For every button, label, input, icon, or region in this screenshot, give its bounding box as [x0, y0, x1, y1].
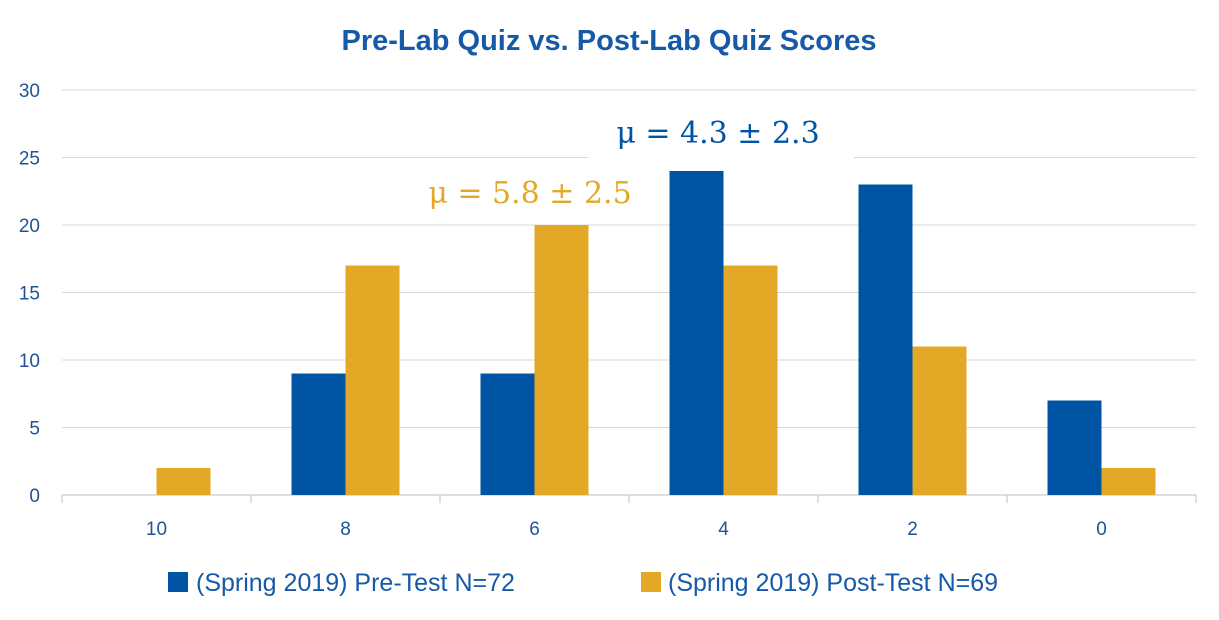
- x-axis: 10 8 6 4 2 0: [61, 494, 1197, 540]
- pre-mean-annotation: μ = 4.3 ± 2.3: [616, 116, 819, 151]
- bar-post-6: [534, 225, 589, 495]
- annotations: μ = 4.3 ± 2.3 μ = 5.8 ± 2.5: [428, 114, 854, 211]
- annotation-background: [588, 114, 854, 158]
- y-tick-label: 0: [29, 486, 40, 507]
- x-tick-label: 4: [718, 519, 729, 540]
- y-tick-label: 10: [19, 351, 40, 372]
- y-tick-label: 20: [19, 216, 40, 237]
- legend-label-pre: (Spring 2019) Pre-Test N=72: [196, 569, 515, 597]
- bar-post-4: [723, 265, 778, 495]
- bar-post-0: [1101, 468, 1156, 495]
- y-tick-label: 5: [29, 419, 40, 440]
- legend-label-post: (Spring 2019) Post-Test N=69: [668, 569, 998, 597]
- legend: (Spring 2019) Pre-Test N=72 (Spring 2019…: [168, 569, 998, 597]
- bar-post-10: [156, 468, 211, 495]
- x-tick-label: 6: [529, 519, 540, 540]
- bar-post-8: [345, 265, 400, 495]
- bar-pre-0: [1047, 400, 1102, 495]
- bar-pre-4: [669, 171, 724, 495]
- bar-pre-6: [480, 373, 535, 495]
- x-tick-label: 8: [340, 519, 351, 540]
- post-mean-annotation: μ = 5.8 ± 2.5: [428, 176, 631, 211]
- bars: [156, 171, 1156, 495]
- y-axis-ticks: 0 5 10 15 20 25 30: [19, 81, 40, 507]
- bar-post-2: [912, 346, 967, 495]
- x-tick-label: 0: [1096, 519, 1107, 540]
- y-tick-label: 25: [19, 149, 40, 170]
- x-tick-label: 2: [907, 519, 918, 540]
- legend-swatch-pre: [168, 572, 188, 592]
- chart-title: Pre-Lab Quiz vs. Post-Lab Quiz Scores: [341, 25, 876, 57]
- legend-swatch-post: [641, 572, 661, 592]
- x-tick-label: 10: [146, 519, 167, 540]
- y-tick-label: 15: [19, 284, 40, 305]
- bar-pre-8: [291, 373, 346, 495]
- bar-pre-2: [858, 184, 913, 495]
- y-tick-label: 30: [19, 81, 40, 102]
